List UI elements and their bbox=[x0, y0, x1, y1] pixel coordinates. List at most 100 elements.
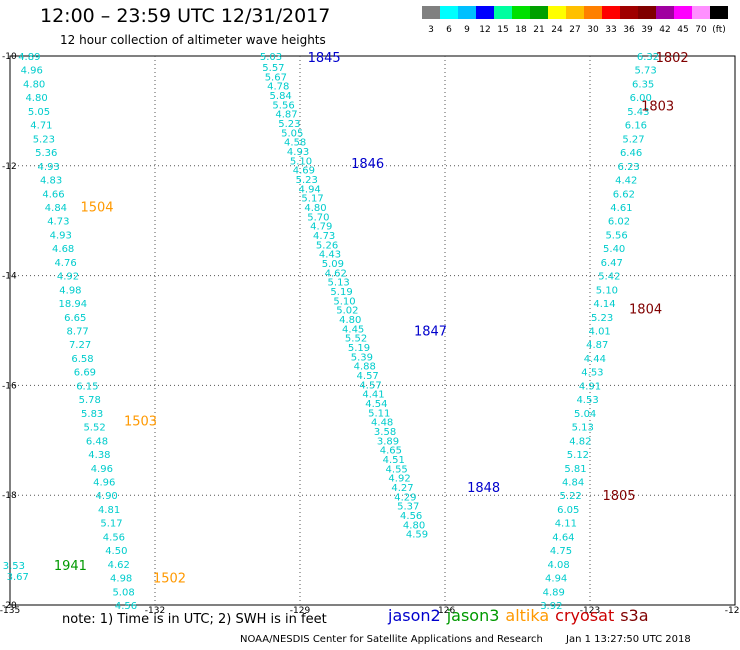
swh-value: 4.48 bbox=[371, 418, 393, 429]
y-tick-label: -20 bbox=[2, 601, 17, 611]
swh-value: 4.29 bbox=[394, 492, 416, 503]
swh-value: 4.08 bbox=[547, 560, 569, 571]
swh-value: 4.53 bbox=[581, 368, 603, 379]
swh-value: 4.83 bbox=[40, 176, 62, 187]
swh-value: 4.54 bbox=[365, 399, 387, 410]
swh-value: 6.02 bbox=[608, 217, 630, 228]
swh-value: 6.05 bbox=[557, 505, 579, 516]
swh-value: 6.00 bbox=[630, 93, 652, 104]
swh-value: 6.23 bbox=[618, 162, 640, 173]
plot-frame bbox=[9, 55, 736, 606]
color-scale-label: 15 bbox=[497, 25, 508, 35]
x-tick-label: -120 bbox=[725, 606, 740, 616]
swh-value: 5.52 bbox=[83, 423, 105, 434]
swh-value: 5.04 bbox=[574, 409, 596, 420]
swh-value: 4.41 bbox=[362, 390, 384, 401]
footer-timestamp: Jan 1 13:27:50 UTC 2018 bbox=[566, 634, 691, 645]
swh-value: 5.10 bbox=[290, 156, 312, 167]
swh-value: 4.96 bbox=[21, 66, 43, 77]
swh-value: 18.94 bbox=[59, 299, 88, 310]
pass-label: 1802 bbox=[656, 51, 689, 66]
swh-value: 4.45 bbox=[342, 324, 364, 335]
chart-subtitle: 12 hour collection of altimeter wave hei… bbox=[60, 33, 326, 47]
color-scale-label: 30 bbox=[587, 25, 599, 35]
color-scale-label: 42 bbox=[659, 25, 670, 35]
swh-value: 5.81 bbox=[564, 464, 586, 475]
swh-value: 4.80 bbox=[403, 520, 425, 531]
swh-value: 4.76 bbox=[54, 258, 76, 269]
swh-value: 5.23 bbox=[296, 175, 318, 186]
swh-value: 4.27 bbox=[391, 483, 413, 494]
swh-value: 6.35 bbox=[632, 79, 654, 90]
swh-value: 4.93 bbox=[50, 230, 72, 241]
swh-value: 4.84 bbox=[562, 477, 584, 488]
color-scale-label: 27 bbox=[569, 25, 580, 35]
legend-item-jason2: jason2 bbox=[388, 606, 441, 625]
swh-value: 4.93 bbox=[38, 162, 60, 173]
pass-label: 1804 bbox=[629, 303, 662, 318]
swh-value: 5.40 bbox=[603, 244, 625, 255]
swh-value: 5.23 bbox=[33, 134, 55, 145]
swh-value: 5.03 bbox=[260, 52, 282, 63]
swh-value: 4.14 bbox=[593, 299, 615, 310]
footer-source: NOAA/NESDIS Center for Satellite Applica… bbox=[240, 634, 543, 645]
color-scale-label: (ft) bbox=[712, 25, 726, 35]
color-swatch bbox=[656, 6, 674, 19]
color-scale-label: 6 bbox=[446, 25, 452, 35]
color-swatch bbox=[710, 6, 728, 19]
swh-value: 4.87 bbox=[275, 110, 297, 121]
swh-value: 4.64 bbox=[552, 532, 574, 543]
footer: NOAA/NESDIS Center for Satellite Applica… bbox=[240, 634, 711, 645]
swh-value: 4.80 bbox=[304, 203, 326, 214]
swh-value: 5.13 bbox=[328, 278, 350, 289]
swh-value: 4.68 bbox=[52, 244, 74, 255]
swh-value: 5.10 bbox=[333, 296, 355, 307]
legend-item-s3a: s3a bbox=[620, 606, 649, 625]
swh-value: 5.56 bbox=[272, 100, 294, 111]
swh-value: 5.83 bbox=[81, 409, 103, 420]
swh-value: 4.80 bbox=[23, 79, 45, 90]
swh-value: 4.91 bbox=[579, 381, 601, 392]
color-swatch bbox=[422, 6, 440, 19]
swh-value: 6.65 bbox=[64, 313, 86, 324]
swh-value: 4.44 bbox=[584, 354, 606, 365]
x-tick-label: -123 bbox=[580, 606, 600, 616]
swh-value: 6.69 bbox=[74, 368, 96, 379]
color-scale-label: 12 bbox=[479, 25, 490, 35]
swh-value: 5.56 bbox=[605, 230, 627, 241]
swh-value: 5.17 bbox=[100, 519, 122, 530]
swh-value: 8.77 bbox=[67, 327, 89, 338]
swh-value: 3.67 bbox=[7, 572, 29, 583]
pass-label: 1502 bbox=[153, 572, 186, 587]
color-scale-label: 3 bbox=[428, 25, 434, 35]
swh-value: 5.84 bbox=[270, 91, 292, 102]
swh-value: 7.27 bbox=[69, 340, 91, 351]
swh-value: 4.73 bbox=[313, 231, 335, 242]
pass-label: 1941 bbox=[54, 559, 87, 574]
swh-value: 3.89 bbox=[377, 436, 399, 447]
swh-value: 4.53 bbox=[576, 395, 598, 406]
swh-value: 4.43 bbox=[319, 250, 341, 261]
footnote: note: 1) Time is in UTC; 2) SWH is in fe… bbox=[62, 612, 327, 627]
swh-value: 5.37 bbox=[397, 502, 419, 513]
swh-value: 5.09 bbox=[322, 259, 344, 270]
swh-value: 4.82 bbox=[569, 436, 591, 447]
pass-label: 1848 bbox=[467, 481, 500, 496]
swh-value: 6.58 bbox=[71, 354, 93, 365]
swh-value: 4.98 bbox=[59, 285, 81, 296]
swh-value: 6.16 bbox=[625, 121, 647, 132]
swh-value: 4.90 bbox=[96, 491, 118, 502]
swh-value: 6.46 bbox=[620, 148, 642, 159]
swh-value: 5.27 bbox=[622, 134, 644, 145]
pass-label: 1805 bbox=[602, 489, 635, 504]
swh-value: 5.05 bbox=[28, 107, 50, 118]
color-swatch bbox=[692, 6, 710, 19]
swh-value: 4.56 bbox=[103, 532, 125, 543]
swh-value: 4.57 bbox=[359, 380, 381, 391]
pass-label: 1846 bbox=[351, 157, 384, 172]
swh-value: 5.17 bbox=[301, 194, 323, 205]
pass-label: 1803 bbox=[641, 99, 674, 114]
color-swatch bbox=[638, 6, 656, 19]
y-tick-label: -10 bbox=[2, 52, 17, 62]
